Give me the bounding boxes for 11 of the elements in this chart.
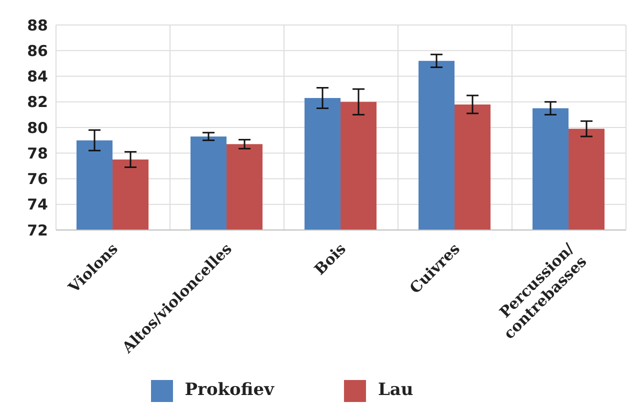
y-tick-label: 78 — [27, 144, 48, 162]
y-tick-label: 86 — [27, 42, 48, 60]
y-tick-label: 88 — [27, 16, 48, 34]
y-tick-label: 84 — [27, 68, 48, 86]
y-tick-label: 72 — [27, 221, 48, 240]
y-tick-label: 76 — [27, 170, 48, 188]
y-tick-label: 82 — [27, 93, 48, 112]
y-tick-label: 80 — [27, 118, 48, 137]
y-tick-label: 74 — [27, 196, 48, 214]
legend-label: Lau — [378, 380, 414, 400]
legend-label: Prokofiev — [184, 380, 274, 400]
